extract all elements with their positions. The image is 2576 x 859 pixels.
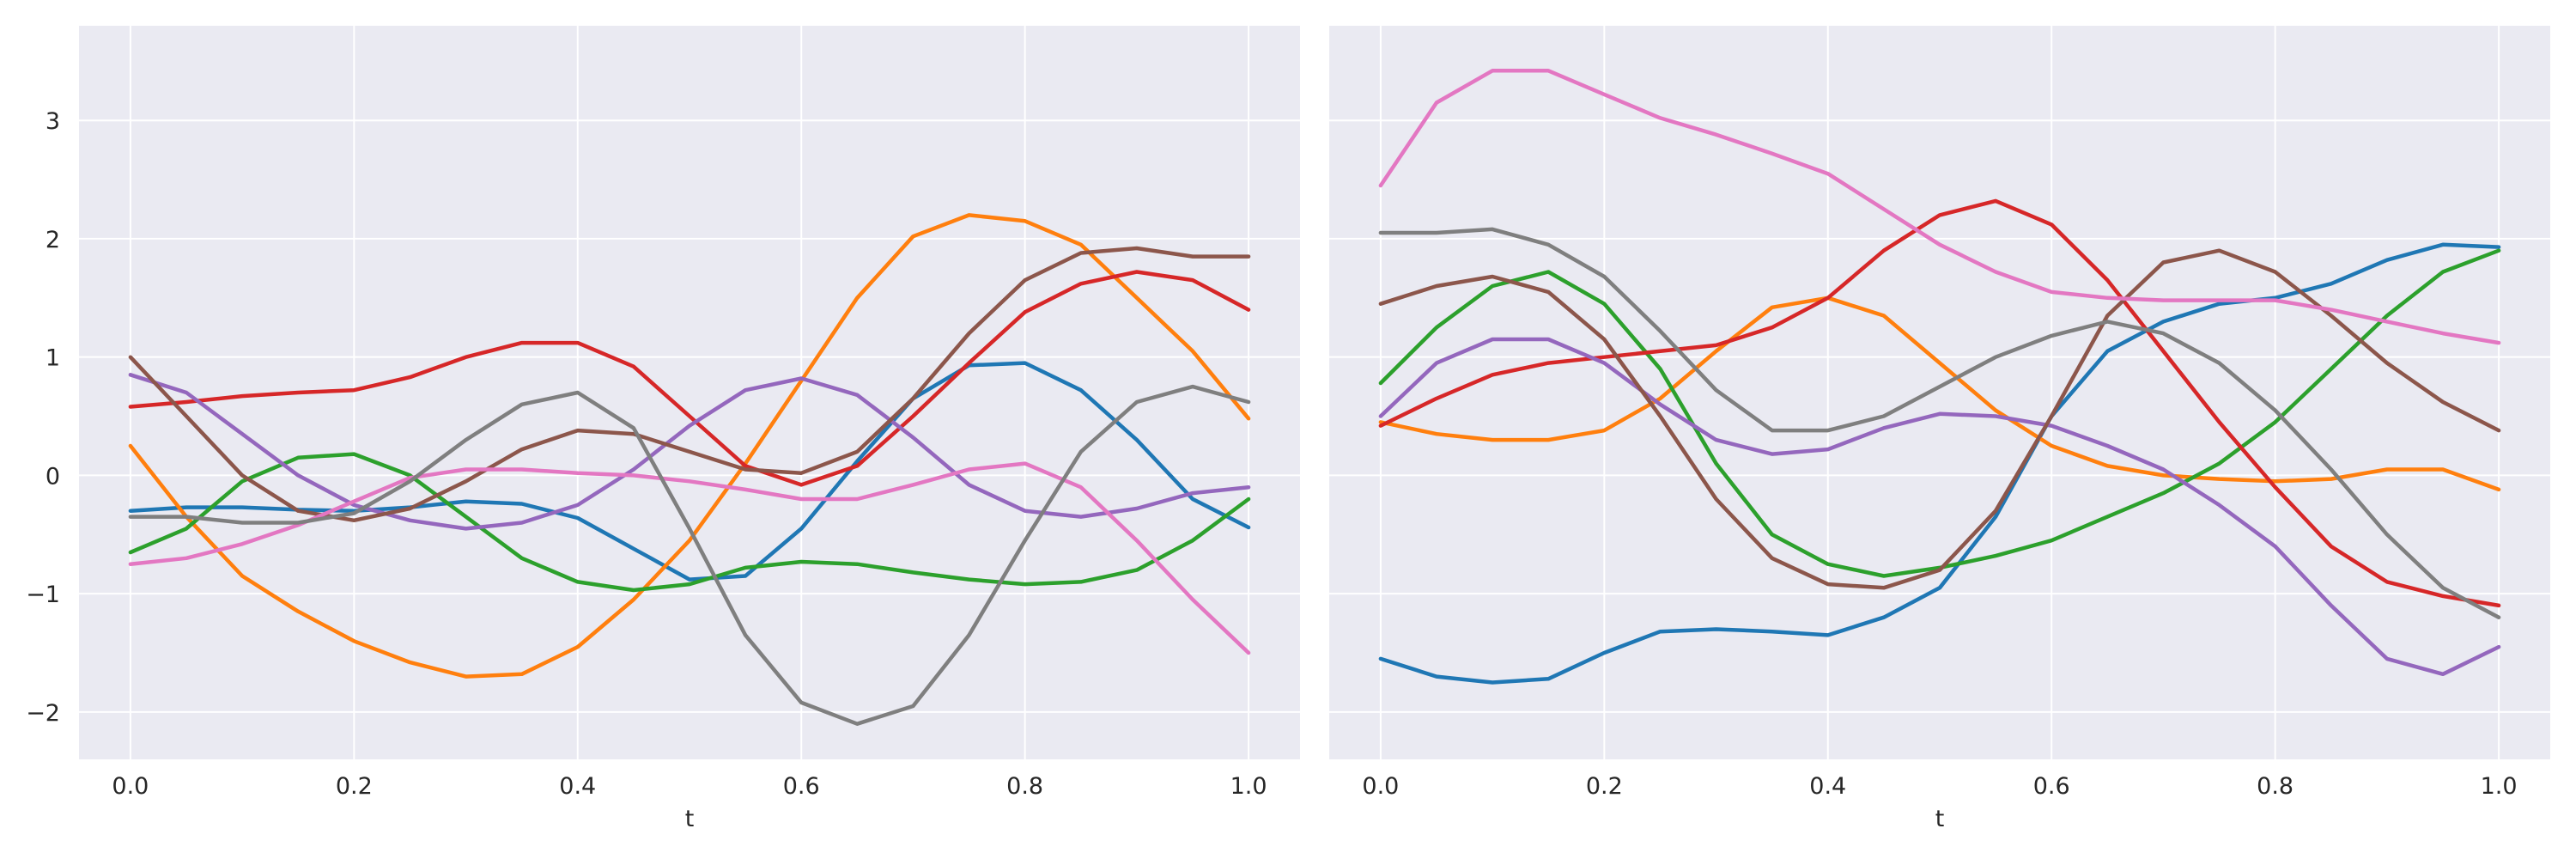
x-tick-label: 0.4 <box>1809 773 1846 800</box>
series-line-2 <box>1378 295 2501 492</box>
x-tick-label: 0.0 <box>1362 773 1399 800</box>
x-axis-label: t <box>1935 806 1945 832</box>
x-tick-label: 1.0 <box>2481 773 2518 800</box>
left-plot-panel: 0.0 0.2 0.4 0.6 0.8 1.0 −2 −1 0 1 2 3 t <box>26 26 1300 832</box>
series-line-2 <box>128 213 1251 679</box>
y-tick-label: −2 <box>26 700 60 727</box>
x-tick-label: 0.4 <box>559 773 596 800</box>
y-tick-label: 3 <box>46 108 60 135</box>
y-tick-label: 0 <box>46 463 60 490</box>
series-line-1 <box>128 361 1251 582</box>
series-line-1 <box>1378 242 2501 685</box>
series-line-5 <box>1378 337 2501 677</box>
right-plot-panel: 0.0 0.2 0.4 0.6 0.8 1.0 t <box>1329 26 2550 832</box>
series-line-6 <box>1378 248 2501 590</box>
x-tick-label: 0.8 <box>2257 773 2293 800</box>
x-tick-label: 0.6 <box>783 773 820 800</box>
y-tick-label: −1 <box>26 582 60 608</box>
series-line-6 <box>128 246 1251 523</box>
x-axis-label: t <box>685 806 695 832</box>
x-tick-label: 0.0 <box>112 773 149 800</box>
series-line-8 <box>128 384 1251 726</box>
series-line-8 <box>1378 227 2501 619</box>
x-tick-label: 0.2 <box>1586 773 1623 800</box>
x-tick-label: 0.8 <box>1006 773 1043 800</box>
series-line-3 <box>128 452 1251 593</box>
plot-area <box>79 26 1300 759</box>
series-line-5 <box>128 373 1251 531</box>
series-line-7 <box>1378 69 2501 345</box>
series-line-4 <box>128 270 1251 487</box>
y-tick-label: 2 <box>46 227 60 253</box>
x-tick-label: 0.2 <box>336 773 373 800</box>
plot-area <box>1329 26 2550 759</box>
series-line-4 <box>1378 198 2501 608</box>
x-tick-label: 1.0 <box>1230 773 1267 800</box>
x-tick-label: 0.6 <box>2033 773 2070 800</box>
y-tick-label: 1 <box>46 345 60 372</box>
